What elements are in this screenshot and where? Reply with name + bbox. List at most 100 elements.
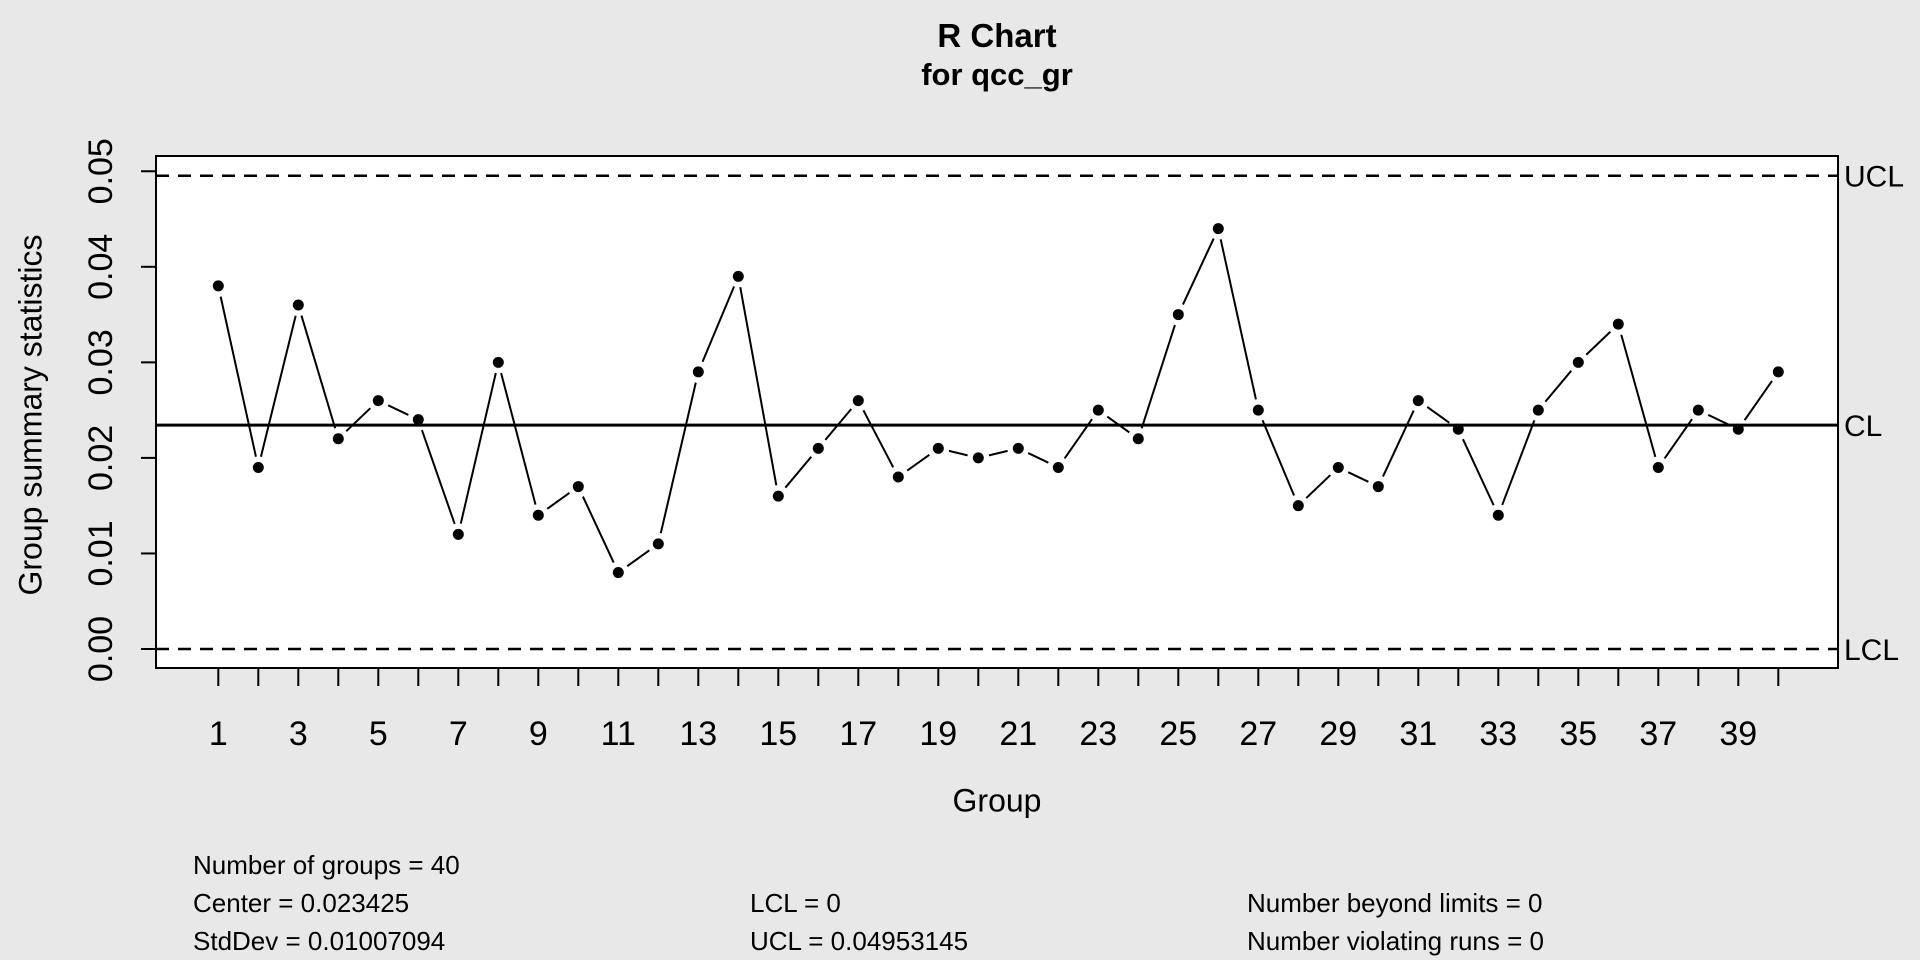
data-point: [412, 414, 424, 426]
x-tick-label: 19: [919, 715, 957, 753]
series-segment: [1261, 419, 1295, 496]
data-point: [532, 509, 544, 521]
series-segment: [784, 456, 813, 489]
data-point: [732, 270, 744, 282]
stat-violating-runs: Number violating runs = 0: [1247, 926, 1544, 956]
data-point: [252, 461, 264, 473]
x-tick-label: 37: [1639, 715, 1677, 753]
stat-center: Center = 0.023425: [193, 888, 410, 918]
x-axis: 1 3 5 7 9 11 13 15 17 19 21 23 25 27 29 31 33 35 37 39: [209, 668, 1780, 753]
data-point: [1172, 309, 1184, 321]
y-tick-label: 0.00: [82, 616, 120, 682]
chart-title: R Chart: [937, 17, 1057, 54]
series-segment: [1305, 474, 1332, 499]
control-limit-lines: [156, 174, 1838, 651]
data-point: [572, 481, 584, 493]
stats-column-left: Number of groups = 40 Center = 0.023425 …: [193, 846, 460, 960]
series-segment: [1544, 370, 1573, 403]
chart-subtitle: for qcc_gr: [921, 57, 1073, 92]
series-segment: [824, 408, 853, 441]
series-segment: [701, 286, 735, 363]
series-segment: [1462, 438, 1495, 506]
x-tick-label: 21: [999, 715, 1037, 753]
data-point: [1372, 481, 1384, 493]
series-segment: [345, 407, 372, 432]
x-tick-label: 17: [839, 715, 877, 753]
stats-column-middle: LCL = 0 UCL = 0.04953145: [750, 884, 968, 960]
data-point: [1572, 356, 1584, 368]
data-point: [1692, 404, 1704, 416]
data-series: [212, 223, 1784, 579]
data-point: [1492, 509, 1504, 521]
data-point: [1132, 433, 1144, 445]
data-point: [452, 528, 464, 540]
series-segment: [1140, 324, 1176, 429]
x-tick-label: 31: [1399, 715, 1437, 753]
series-segment: [300, 315, 337, 429]
data-point: [1612, 318, 1624, 330]
x-tick-label: 39: [1719, 715, 1757, 753]
data-point: [1212, 223, 1224, 235]
series-segment: [546, 492, 570, 510]
x-tick-label: 5: [369, 715, 388, 753]
data-point: [1052, 461, 1064, 473]
cl-label: CL: [1844, 410, 1882, 443]
data-point: [1452, 423, 1464, 435]
x-tick-label: 11: [601, 715, 636, 753]
data-point: [1532, 404, 1544, 416]
data-point: [652, 538, 664, 550]
stat-beyond-limits: Number beyond limits = 0: [1247, 888, 1543, 918]
y-tick-label: 0.04: [82, 234, 120, 300]
series-segment: [1106, 415, 1130, 434]
x-tick-label: 9: [529, 715, 548, 753]
series-segment: [659, 382, 697, 534]
x-tick-label: 13: [679, 715, 717, 753]
x-tick-label: 35: [1559, 715, 1597, 753]
series-segment: [1426, 406, 1450, 424]
x-tick-label: 27: [1239, 715, 1277, 753]
series-segment: [1707, 413, 1729, 426]
y-tick-label: 0.02: [82, 425, 120, 491]
x-tick-label: 7: [449, 715, 468, 753]
stat-lcl: LCL = 0: [750, 888, 841, 918]
series-segment: [219, 296, 257, 457]
data-point: [1732, 423, 1744, 435]
data-point: [492, 356, 504, 368]
x-tick-label: 3: [289, 715, 308, 753]
data-point: [972, 452, 984, 464]
series-segment: [1063, 418, 1093, 460]
series-segment: [582, 496, 615, 564]
data-point: [212, 280, 224, 292]
data-point: [1092, 404, 1104, 416]
stat-stddev: StdDev = 0.01007094: [193, 926, 446, 956]
series-segment: [906, 453, 930, 472]
y-tick-label: 0.05: [82, 138, 120, 204]
x-axis-title: Group: [952, 782, 1042, 819]
series-segment: [420, 429, 456, 525]
data-point: [692, 366, 704, 378]
data-point: [1412, 395, 1424, 407]
data-point: [772, 490, 784, 502]
y-tick-label: 0.03: [82, 329, 120, 395]
series-segment: [500, 372, 537, 505]
x-tick-label: 15: [759, 715, 797, 753]
series-segment: [1663, 418, 1693, 460]
plot-panel: [156, 156, 1838, 668]
stat-number-of-groups: Number of groups = 40: [193, 850, 460, 880]
x-tick-label: 33: [1479, 715, 1517, 753]
data-point: [892, 471, 904, 483]
series-segment: [1743, 380, 1773, 421]
data-point: [812, 442, 824, 454]
x-tick-label: 29: [1319, 715, 1357, 753]
series-segment: [1182, 238, 1215, 306]
series-segment: [626, 549, 650, 567]
series-segment: [739, 286, 778, 486]
data-point: [1252, 404, 1264, 416]
data-point: [852, 395, 864, 407]
data-point: [1292, 500, 1304, 512]
series-segment: [387, 404, 409, 416]
series-segment: [948, 449, 968, 457]
lcl-label: LCL: [1844, 634, 1899, 667]
